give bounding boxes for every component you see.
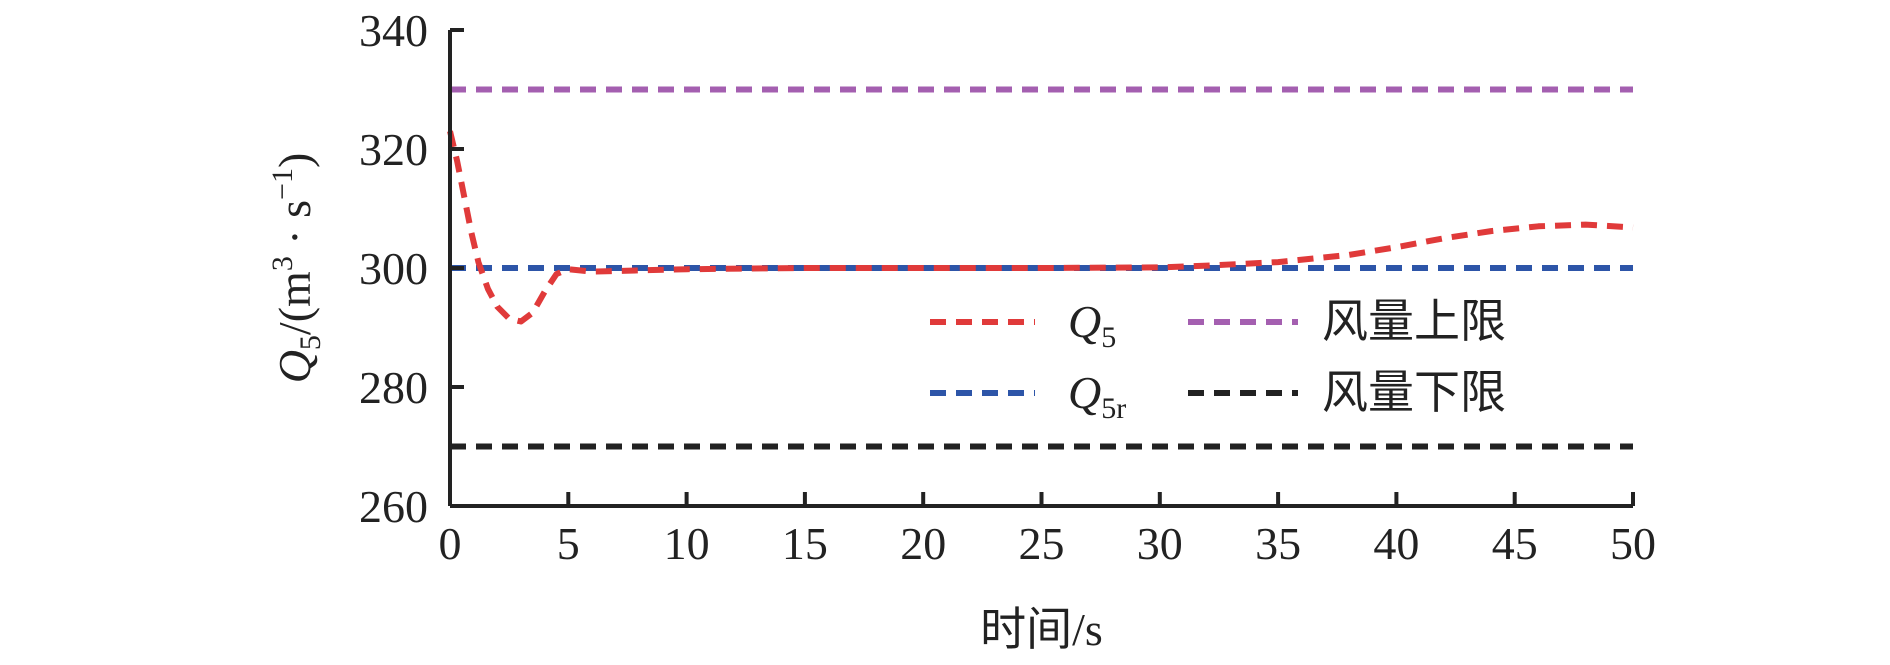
series-line-0 xyxy=(447,130,1634,325)
x-tick-label: 25 xyxy=(1019,518,1065,569)
series-layer xyxy=(447,86,1634,450)
legend-label-q5-base: Q xyxy=(1068,296,1101,347)
x-tick-label: 30 xyxy=(1137,518,1183,569)
y-axis-title-mid: · s xyxy=(269,200,320,256)
x-tick-label: 5 xyxy=(557,518,580,569)
y-axis-title-rest: /(m xyxy=(269,271,320,335)
y-tick-label: 280 xyxy=(359,362,428,413)
y-axis-title-sub: 5 xyxy=(294,335,327,350)
x-tick-label: 50 xyxy=(1610,518,1656,569)
y-axis-title: Q5/(m3 · s−1) xyxy=(266,153,327,384)
plot-area: 0 5 10 15 20 25 30 35 40 45 50 260 280 300 320 340 xyxy=(359,5,1656,569)
y-tick-label: 300 xyxy=(359,243,428,294)
x-tick-label: 0 xyxy=(439,518,462,569)
y-tick-label: 260 xyxy=(359,481,428,532)
legend-item-upper-limit: 风量上限 xyxy=(1188,296,1506,347)
x-tick-label: 20 xyxy=(900,518,946,569)
legend-item-q5: Q5 xyxy=(930,296,1116,354)
x-tick-label: 15 xyxy=(782,518,828,569)
y-axis-title-base: Q xyxy=(269,350,320,383)
x-tick-label: 45 xyxy=(1492,518,1538,569)
legend-item-lower-limit: 风量下限 xyxy=(1188,367,1506,418)
legend: Q5 Q5r 风量上限 风量下限 xyxy=(930,296,1506,425)
x-tick-label: 40 xyxy=(1373,518,1419,569)
legend-label-lower-limit: 风量下限 xyxy=(1322,367,1506,418)
x-axis-title: 时间/s xyxy=(980,604,1103,655)
legend-label-q5r-base: Q xyxy=(1068,367,1101,418)
legend-item-q5r: Q5r xyxy=(930,367,1126,425)
legend-label-q5r-sub: 5r xyxy=(1101,392,1126,425)
legend-label-upper-limit: 风量上限 xyxy=(1322,296,1506,347)
legend-label-q5: Q5 xyxy=(1068,296,1116,354)
legend-label-q5-sub: 5 xyxy=(1101,321,1116,354)
y-axis-title-sup: 3 xyxy=(266,256,299,271)
y-tick-label: 320 xyxy=(359,124,428,175)
x-tick-label: 10 xyxy=(664,518,710,569)
y-ticks: 260 280 300 320 340 xyxy=(359,5,464,532)
y-axis-title-end: ) xyxy=(269,153,320,168)
y-axis-title-sup2: −1 xyxy=(266,168,299,200)
x-tick-label: 35 xyxy=(1255,518,1301,569)
x-ticks: 0 5 10 15 20 25 30 35 40 45 50 xyxy=(439,492,1656,569)
y-tick-label: 340 xyxy=(359,5,428,56)
legend-label-q5r: Q5r xyxy=(1068,367,1126,425)
